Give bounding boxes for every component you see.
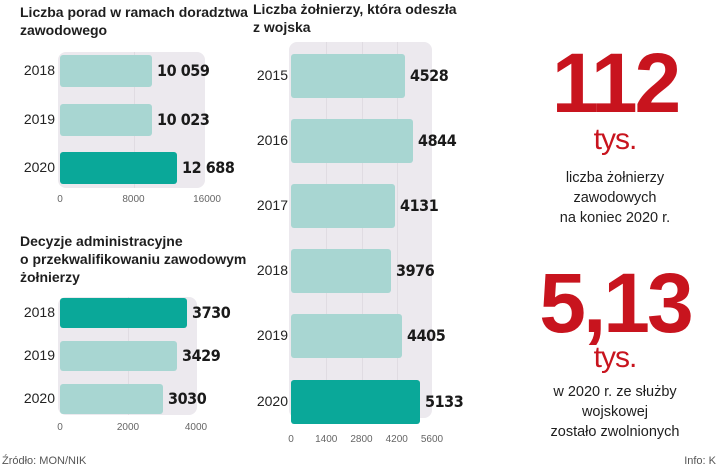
category-label: 2019 (256, 327, 288, 343)
stat2-description: w 2020 r. ze służby wojskowej zostało zw… (505, 382, 720, 442)
gridline (396, 42, 398, 418)
value-label: 4528 (410, 66, 449, 85)
x-tick-label: 5600 (420, 434, 444, 445)
chart3-title: Liczba żołnierzy, która odeszła z wojska (253, 0, 457, 36)
value-label: 4405 (406, 326, 446, 345)
stat2-desc-line: zostało zwolnionych (550, 424, 680, 440)
chart2-title: Decyzje administracyjne o przekwalifikowa… (20, 232, 246, 286)
chart1-title: Liczba porad w ramach doradztwa zawodoweg… (20, 3, 248, 39)
chart3-title-line: Liczba żołnierzy, która odeszła (253, 1, 457, 17)
chart3-plot-area (289, 42, 432, 418)
value-label: 10 023 (157, 110, 210, 129)
x-tick-label: 4000 (184, 422, 208, 433)
bar (60, 152, 177, 184)
bar (291, 184, 395, 228)
value-label: 5133 (425, 392, 464, 411)
x-tick-label: 1400 (315, 434, 338, 445)
source-note: Źródło: MON/NIK (2, 455, 87, 467)
category-label: 2018 (256, 262, 288, 278)
value-label: 4844 (417, 131, 457, 150)
bar (60, 55, 153, 87)
value-label: 3730 (191, 303, 231, 322)
bar (291, 314, 402, 358)
x-tick-label: 0 (57, 422, 63, 433)
category-label: 2020 (23, 159, 55, 175)
x-tick-label: 8000 (122, 194, 145, 205)
chart2-title-line: żołnierzy (20, 269, 80, 285)
category-label: 2017 (256, 197, 288, 213)
value-label: 12 688 (181, 158, 235, 177)
category-label: 2015 (256, 67, 288, 83)
x-tick-label: 2000 (116, 422, 140, 433)
chart1-title-line: zawodowego (20, 22, 108, 38)
stat1-number: 112 (551, 36, 682, 130)
chart2-title-line: Decyzje administracyjne (20, 233, 183, 249)
chart1-title-line: Liczba porad w ramach doradztwa (20, 4, 248, 20)
bar (291, 249, 392, 293)
category-label: 2019 (23, 111, 55, 127)
value-label: 3976 (396, 261, 435, 280)
chart3-title-line: z wojska (253, 19, 311, 35)
chart2-title-line: o przekwalifikowaniu zawodowym (20, 251, 247, 267)
value-label: 3030 (168, 389, 207, 408)
bar (291, 54, 405, 98)
stat2-desc-line: w 2020 r. ze służby (553, 384, 677, 400)
category-label: 2020 (23, 390, 55, 406)
value-label: 10 059 (157, 61, 210, 80)
stat2-unit: tys. (593, 341, 638, 374)
bar (60, 104, 153, 136)
bar (60, 341, 177, 371)
stat2-number: 5,13 (539, 256, 694, 350)
category-label: 2018 (23, 304, 55, 320)
stat1-desc-line: zawodowych (573, 190, 657, 206)
stat1-desc-line: liczba żołnierzy (565, 170, 665, 186)
value-label: 3429 (181, 346, 221, 365)
bar (60, 384, 164, 414)
bar (60, 298, 187, 328)
bar (291, 119, 413, 163)
x-tick-label: 4200 (385, 434, 408, 445)
stat1-unit: tys. (593, 123, 638, 156)
bar (291, 380, 421, 424)
x-tick-label: 0 (57, 194, 63, 205)
category-label: 2018 (23, 62, 55, 78)
stat2-desc-line: wojskowej (581, 404, 649, 420)
gridline (326, 42, 328, 418)
x-tick-label: 0 (288, 434, 294, 445)
gridline (361, 42, 363, 418)
category-label: 2020 (256, 393, 288, 409)
value-label: 4131 (400, 196, 439, 215)
category-label: 2019 (23, 347, 55, 363)
stat1-desc-line: na koniec 2020 r. (559, 210, 671, 226)
category-label: 2016 (256, 132, 288, 148)
x-tick-label: 2800 (350, 434, 373, 445)
x-tick-label: 16000 (193, 194, 221, 205)
stat1-description: liczba żołnierzy zawodowych na koniec 20… (505, 168, 720, 228)
info-credit: Info: K (684, 455, 716, 467)
